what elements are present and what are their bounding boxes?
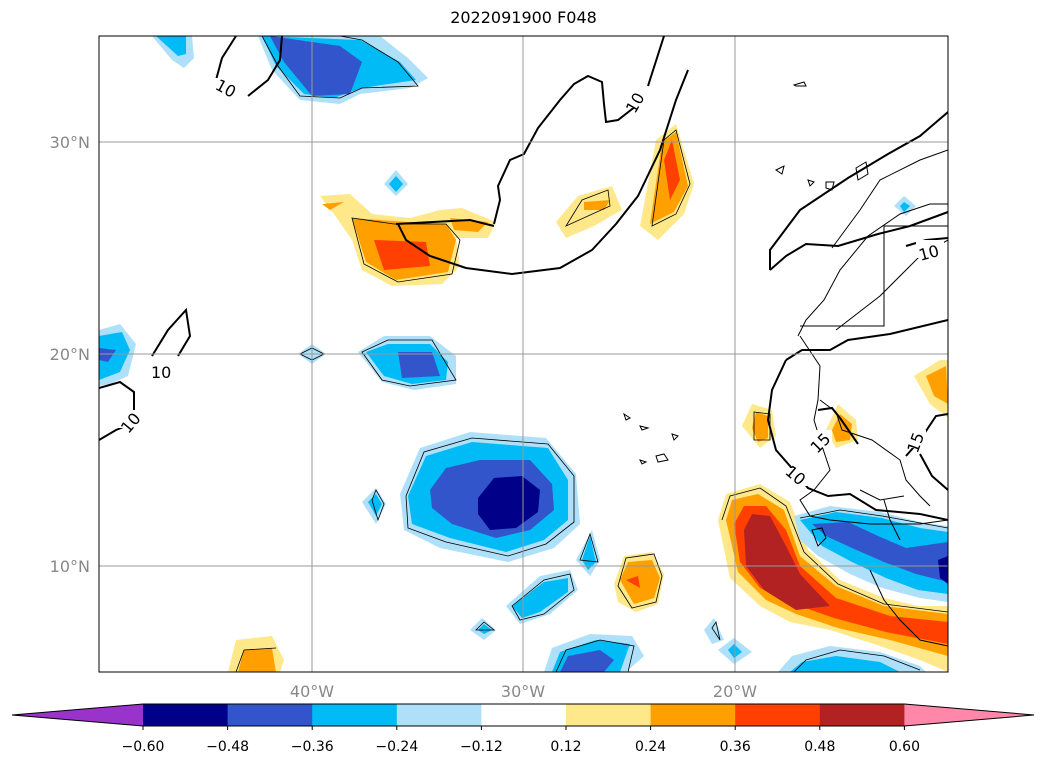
anomaly-blob-positive	[734, 506, 948, 644]
gridlines	[99, 36, 948, 672]
colorbar-extend-low	[12, 704, 143, 726]
anomaly-blob-negative	[270, 36, 362, 96]
colorbar-segment	[735, 704, 821, 726]
anomaly-blob-negative	[478, 476, 540, 530]
lat-label: 30°N	[50, 133, 90, 152]
lon-label: 40°W	[290, 682, 334, 701]
anomaly-blob-positive	[664, 140, 680, 200]
colorbar-segment	[650, 704, 736, 726]
axis-labels: 30°N 20°N 10°N 40°W 30°W 20°W	[50, 133, 758, 701]
anomaly-blob-positive	[926, 366, 948, 404]
colorbar-tick-label: −0.24	[375, 739, 418, 755]
colorbar-tick-label: 0.24	[635, 739, 666, 755]
contour-label: 10	[917, 241, 942, 265]
anomaly-blob-positive	[556, 186, 622, 238]
anomaly-blob-negative	[99, 332, 130, 380]
anomaly-blob-negative	[398, 352, 440, 378]
lon-label: 20°W	[713, 682, 757, 701]
contour-label: 10	[151, 363, 171, 382]
map-panel: 10 10 10 10 10 15 15 10	[99, 36, 948, 672]
anomaly-blob-positive	[752, 412, 768, 442]
colorbar-segment	[227, 704, 313, 726]
colorbar	[11, 703, 1035, 727]
map-title: 2022091900 F048	[450, 8, 597, 27]
anomaly-blob-negative	[900, 202, 910, 212]
anomaly-blob-positive	[238, 648, 276, 672]
colorbar-tick-label: −0.36	[291, 739, 334, 755]
anomaly-blob-negative	[938, 556, 948, 584]
anomaly-blob-positive	[744, 514, 830, 610]
colorbar-tick-label: 0.60	[889, 739, 920, 755]
anomaly-blob-negative	[812, 522, 948, 582]
colorbar-extend-high	[904, 704, 1034, 726]
colorbar-tick-label: 0.48	[804, 739, 835, 755]
colorbar-tick-label: −0.12	[460, 739, 503, 755]
colorbar-segment	[396, 704, 482, 726]
anomaly-blob-positive	[322, 202, 344, 210]
colorbar-tick-label: 0.12	[550, 739, 581, 755]
colorbar-tick-labels: −0.60 −0.48 −0.36 −0.24 −0.12 0.12 0.24 0.36 0.4…	[122, 726, 920, 755]
anomaly-blob-negative	[99, 348, 116, 362]
colorbar-segment	[819, 704, 905, 726]
lat-label: 20°N	[50, 345, 90, 364]
anomaly-blob-negative	[389, 176, 403, 192]
anomaly-blob-negative	[512, 578, 568, 618]
anomaly-blob-negative	[560, 650, 614, 672]
anomaly-blob-positive	[626, 576, 640, 588]
anomaly-blob-positive	[620, 560, 660, 604]
anomaly-blob-positive	[584, 200, 610, 210]
colorbar-segment	[143, 704, 229, 726]
wind-contours	[99, 36, 948, 521]
anomaly-blob-negative	[368, 494, 382, 516]
lat-label: 10°N	[50, 557, 90, 576]
colorbar-segment	[312, 704, 398, 726]
colorbar-segment	[566, 704, 652, 726]
colorbar-tick-label: −0.60	[122, 739, 165, 755]
anomaly-blob-positive	[832, 414, 852, 442]
lon-label: 30°W	[501, 682, 545, 701]
anomaly-blob-negative	[790, 656, 900, 672]
colorbar-segment	[481, 704, 567, 726]
anomaly-blob-negative	[478, 624, 492, 634]
colorbar-tick-label: −0.48	[206, 739, 249, 755]
map-frame	[98, 35, 949, 673]
colorbar-tick-label: 0.36	[720, 739, 751, 755]
anomaly-blob-negative	[156, 36, 186, 56]
